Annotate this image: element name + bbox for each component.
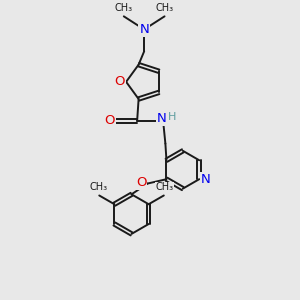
Text: N: N (139, 23, 149, 36)
Text: CH₃: CH₃ (115, 3, 133, 13)
Text: CH₃: CH₃ (90, 182, 108, 192)
Text: O: O (115, 75, 125, 88)
Text: CH₃: CH₃ (155, 182, 173, 192)
Text: N: N (157, 112, 166, 125)
Text: CH₃: CH₃ (155, 3, 174, 13)
Text: N: N (201, 173, 211, 186)
Text: H: H (168, 112, 176, 122)
Text: O: O (136, 176, 146, 189)
Text: O: O (104, 114, 115, 127)
